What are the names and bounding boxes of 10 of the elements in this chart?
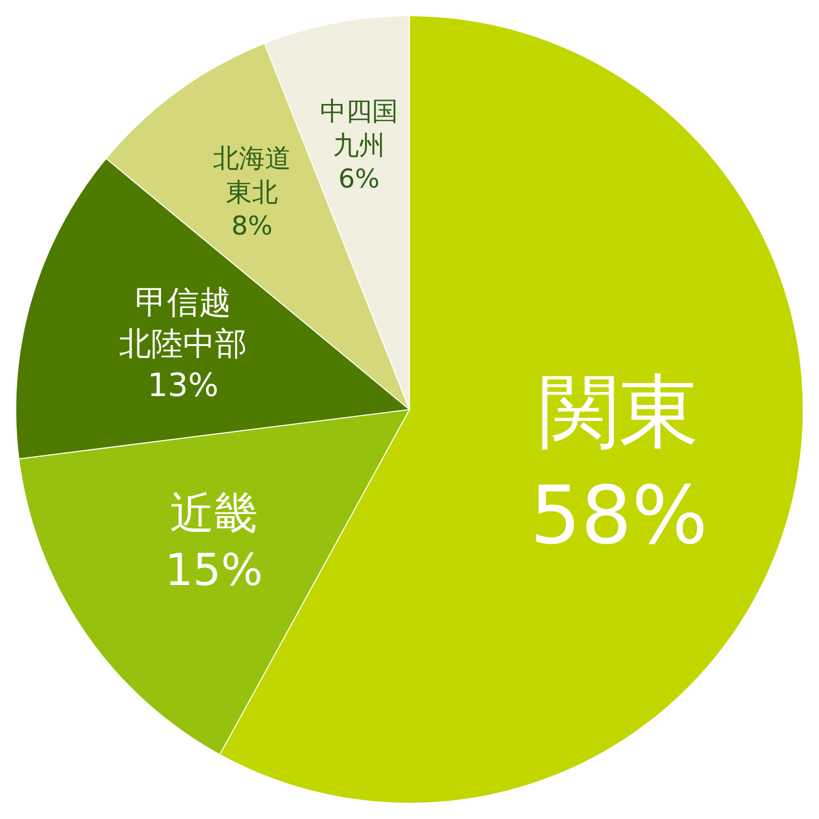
slice-label: 近畿 bbox=[170, 488, 258, 539]
slice-label: 甲信越北陸中部 bbox=[119, 283, 247, 363]
slice-label: 関東 bbox=[538, 365, 699, 458]
data-label: 15% bbox=[165, 545, 263, 596]
data-label: 13% bbox=[147, 366, 219, 404]
data-label: 58% bbox=[530, 469, 708, 562]
slice-label: 北海道東北 bbox=[213, 144, 291, 208]
slice-label: 中四国九州 bbox=[320, 97, 398, 161]
data-label: 6% bbox=[338, 164, 380, 195]
data-label: 8% bbox=[231, 212, 273, 242]
